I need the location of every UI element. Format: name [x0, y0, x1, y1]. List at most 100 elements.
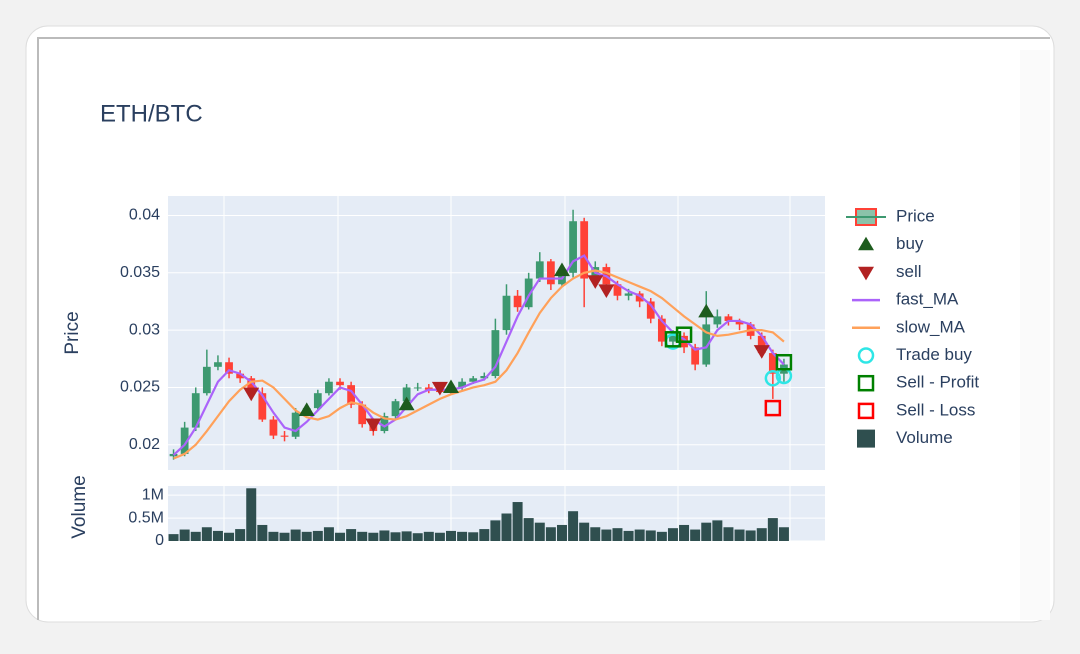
volume-bar: [734, 529, 745, 541]
marker-buy: [858, 236, 874, 251]
y-tick-label: 0.035: [120, 264, 160, 281]
candle-body: [546, 261, 555, 285]
candle-body: [757, 335, 766, 354]
volume-bar: [457, 531, 468, 541]
volume-bar: [545, 527, 556, 541]
marker-circle: [764, 370, 782, 387]
candle-body: [191, 393, 200, 428]
volume-bar: [279, 532, 290, 541]
marker-buy: [698, 303, 715, 318]
volume-axis-title: Volume: [69, 475, 90, 538]
volume-bar: [723, 527, 734, 541]
volume-bar: [335, 532, 346, 541]
volume-bar: [434, 532, 445, 541]
candle-body: [535, 261, 544, 279]
volume-bar: [379, 530, 390, 541]
legend-label[interactable]: Trade buy: [896, 345, 972, 364]
volume-tick-label: 0.5M: [128, 509, 164, 526]
volume-bar: [645, 530, 656, 541]
volume-bar: [590, 527, 601, 541]
volume-bar: [523, 518, 534, 541]
volume-bar: [446, 530, 456, 541]
candle-body: [380, 416, 389, 432]
candle-body: [236, 373, 245, 379]
marker-square: [775, 353, 793, 371]
marker-square: [857, 374, 875, 392]
marker-sell: [365, 418, 382, 433]
candle-body: [424, 387, 433, 390]
x-grid: [223, 196, 791, 541]
candle-body: [325, 381, 333, 394]
marker-sell: [858, 266, 874, 281]
volume-bar: [468, 532, 479, 541]
volume-bar: [501, 513, 512, 541]
candle-body: [657, 318, 666, 342]
ma-line: [172, 254, 785, 456]
volume-bar: [767, 518, 778, 541]
candle-body: [247, 378, 256, 394]
marker-square: [664, 331, 682, 348]
legend-icon: [857, 429, 875, 448]
candle-body: [724, 316, 733, 321]
candle-body: [258, 393, 267, 420]
volume-bar: [490, 520, 501, 541]
candle-body: [413, 387, 422, 389]
legend-label[interactable]: sell: [896, 262, 922, 281]
volume-bar: [712, 520, 723, 541]
candle-body: [180, 427, 189, 454]
volume-bar: [568, 511, 579, 541]
candle-body: [669, 335, 677, 342]
volume-bar: [412, 533, 423, 541]
volume-bar: [401, 531, 412, 541]
legend-label[interactable]: Sell - Loss: [896, 400, 975, 419]
volume-bar: [224, 532, 235, 541]
volume-bar: [556, 524, 567, 541]
frame: [37, 37, 1050, 620]
candle-body: [691, 347, 700, 365]
y-axis-title: Price: [62, 311, 83, 354]
candle-body: [214, 362, 222, 367]
volume-bar: [512, 502, 523, 541]
legend-label[interactable]: buy: [896, 234, 924, 253]
candle-body: [291, 412, 300, 437]
ma-line: [173, 269, 785, 460]
volume-bar: [268, 531, 279, 541]
legend-label[interactable]: Price: [896, 206, 935, 225]
volume-bar: [368, 532, 379, 541]
candle-body: [635, 293, 644, 302]
marker-sell: [598, 284, 615, 299]
y-tick-label: 0.04: [129, 207, 160, 224]
candle-body: [491, 330, 500, 376]
volume-bar: [601, 529, 612, 541]
volume-bar: [634, 529, 645, 541]
volume-bar: [423, 531, 434, 541]
legend-label[interactable]: Volume: [896, 428, 953, 447]
volume-bar: [623, 530, 634, 541]
candle-body: [169, 453, 178, 457]
candle-body: [569, 221, 577, 273]
candle-body: [458, 381, 466, 388]
chart-title: ETH/BTC: [100, 100, 203, 127]
marker-buy: [442, 379, 459, 394]
marker-sell: [243, 387, 260, 402]
candle-body: [469, 378, 478, 382]
marker-buy: [553, 262, 570, 277]
y-tick-label: 0.03: [129, 321, 160, 338]
candle-body: [358, 404, 367, 425]
legend-label[interactable]: Sell - Profit: [896, 373, 979, 392]
legend-label[interactable]: slow_MA: [896, 317, 966, 336]
volume-bar: [612, 528, 623, 541]
marker-sell: [753, 345, 770, 359]
candle-body: [502, 295, 511, 331]
candle-body: [513, 295, 522, 308]
candle-body: [613, 284, 622, 296]
volume-bar: [235, 529, 246, 541]
candle-body: [735, 320, 744, 325]
candle-body: [768, 353, 777, 374]
candle-body: [336, 381, 344, 386]
legend-label[interactable]: fast_MA: [896, 290, 959, 309]
volume-bar: [257, 524, 268, 541]
volume-bar: [357, 531, 368, 541]
